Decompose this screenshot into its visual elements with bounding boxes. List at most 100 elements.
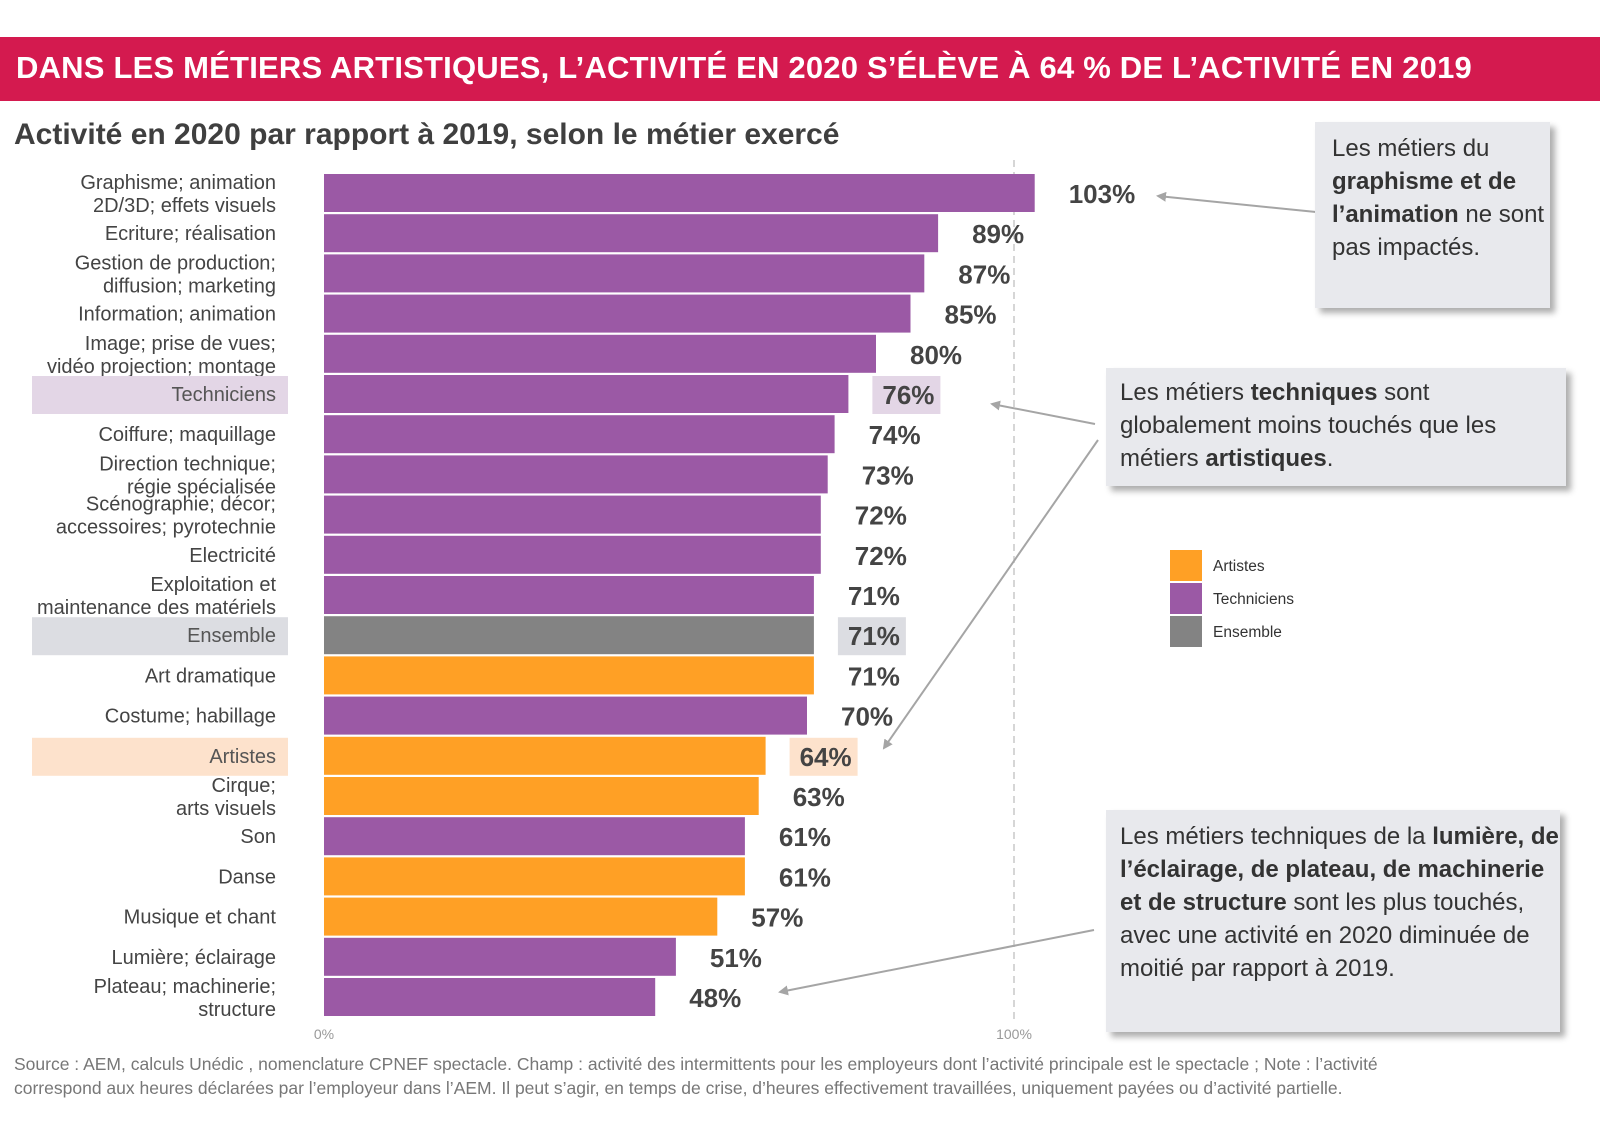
category-label: Exploitation et xyxy=(150,574,276,596)
annotation-arrow xyxy=(882,439,1099,750)
annotation-lumiere-plateau: Les métiers techniques de la lumière, de… xyxy=(1106,810,1560,1032)
value-highlight xyxy=(789,737,858,776)
category-label: Art dramatique xyxy=(145,665,276,687)
category-label: Danse xyxy=(218,866,276,888)
bar xyxy=(324,656,814,695)
annotation-lumiere-plateau-text: Les métiers techniques de la lumière, de… xyxy=(1120,820,1560,985)
category-label: maintenance des matériels xyxy=(37,597,276,619)
category-label: Gestion de production; xyxy=(75,252,276,274)
value-label: 71% xyxy=(848,581,900,611)
value-label: 89% xyxy=(972,219,1024,249)
bar xyxy=(324,375,849,413)
category-label: diffusion; marketing xyxy=(103,275,276,297)
category-label: Ecriture; réalisation xyxy=(105,223,276,245)
category-label: Ensemble xyxy=(187,625,276,647)
title-banner: DANS LES MÉTIERS ARTISTIQUES, L’ACTIVITÉ… xyxy=(0,37,1600,101)
category-highlight xyxy=(32,376,288,414)
annotation-graphisme: Les métiers du graphisme et de l’animati… xyxy=(1315,122,1550,308)
annotation-bold-text: lumière, de l’éclairage, de plateau, de … xyxy=(1120,823,1559,916)
x-tick-label: 0% xyxy=(314,1026,334,1042)
category-label: 2D/3D; effets visuels xyxy=(93,195,276,217)
annotation-text: . xyxy=(1326,445,1334,472)
bar xyxy=(324,817,745,856)
bar xyxy=(324,415,835,454)
annotation-techniques: Les métiers techniques sont globalement … xyxy=(1106,368,1566,486)
annotation-techniques-text: Les métiers techniques sont globalement … xyxy=(1120,376,1566,475)
category-label: structure xyxy=(198,999,276,1021)
legend-label: Artistes xyxy=(1213,558,1265,575)
bar xyxy=(324,978,656,1016)
category-highlight xyxy=(32,737,288,776)
annotation-graphisme-text: Les métiers du graphisme et de l’animati… xyxy=(1332,132,1550,264)
annotation-text: Les métiers du xyxy=(1332,135,1490,162)
legend-swatch xyxy=(1170,550,1202,581)
category-label: Cirque; xyxy=(212,775,276,797)
annotation-text: Les métiers xyxy=(1120,379,1251,406)
value-label: 51% xyxy=(710,943,762,973)
category-label: Direction technique; xyxy=(99,453,276,475)
annotation-bold-text: techniques xyxy=(1250,379,1378,406)
annotation-text: sont globalement moins touchés que les m… xyxy=(1120,379,1497,472)
legend-swatch xyxy=(1170,583,1202,614)
value-label: 72% xyxy=(855,541,907,571)
category-label: Coiffure; maquillage xyxy=(98,424,276,446)
source-note: Source : AEM, calculs Unédic , nomenclat… xyxy=(14,1052,1574,1100)
value-label: 76% xyxy=(882,380,934,410)
value-label: 64% xyxy=(800,742,852,772)
category-label: Electricité xyxy=(189,545,276,567)
category-label: Information; animation xyxy=(78,304,276,326)
bar xyxy=(324,535,821,574)
value-label: 70% xyxy=(841,702,893,732)
bar xyxy=(324,455,828,494)
bar xyxy=(324,576,814,614)
category-label: Costume; habillage xyxy=(105,706,276,728)
value-highlight xyxy=(872,376,941,414)
legend-label: Ensemble xyxy=(1213,624,1282,641)
category-label: Scénographie; décor; xyxy=(86,494,276,516)
category-label: Graphisme; animation xyxy=(80,172,276,194)
category-highlight xyxy=(32,617,288,656)
value-label: 61% xyxy=(779,822,831,852)
bar xyxy=(324,696,807,735)
x-tick-label: 100% xyxy=(996,1026,1032,1042)
value-label: 80% xyxy=(910,340,962,370)
annotation-arrow xyxy=(1156,191,1317,213)
bar xyxy=(324,294,911,333)
bar xyxy=(324,897,718,936)
legend-swatch xyxy=(1170,616,1202,647)
category-label: Son xyxy=(240,826,276,848)
category-label: Plateau; machinerie; xyxy=(94,976,276,998)
bar xyxy=(324,254,925,293)
bar xyxy=(324,857,745,896)
bar xyxy=(324,937,676,976)
annotation-arrow xyxy=(990,400,1096,425)
value-label: 74% xyxy=(869,420,921,450)
category-label: arts visuels xyxy=(176,798,276,820)
value-label: 57% xyxy=(751,903,803,933)
value-label: 73% xyxy=(862,460,914,490)
annotation-bold-text: artistiques xyxy=(1205,445,1327,472)
bar xyxy=(324,777,759,815)
value-label: 63% xyxy=(793,782,845,812)
value-label: 71% xyxy=(848,661,900,691)
bar xyxy=(324,736,766,775)
bar xyxy=(324,616,814,655)
annotation-text: ne sont pas impactés. xyxy=(1332,201,1545,261)
category-label: Artistes xyxy=(209,746,276,768)
value-highlight xyxy=(837,617,906,656)
value-label: 48% xyxy=(689,983,741,1013)
value-label: 71% xyxy=(848,621,900,651)
bar xyxy=(324,174,1035,212)
value-label: 87% xyxy=(958,259,1010,289)
bar xyxy=(324,214,939,253)
source-line-2: correspond aux heures déclarées par l’em… xyxy=(14,1078,1343,1098)
category-label: accessoires; pyrotechnie xyxy=(56,517,276,539)
source-line-1: Source : AEM, calculs Unédic , nomenclat… xyxy=(14,1054,1378,1074)
page-title: DANS LES MÉTIERS ARTISTIQUES, L’ACTIVITÉ… xyxy=(16,50,1472,85)
category-label: vidéo projection; montage xyxy=(47,356,276,378)
bar xyxy=(324,334,876,373)
category-label: Lumière; éclairage xyxy=(111,947,276,969)
annotation-bold-text: graphisme et de l’animation xyxy=(1332,168,1517,228)
annotation-text: sont les plus touchés, avec une activité… xyxy=(1120,889,1530,982)
